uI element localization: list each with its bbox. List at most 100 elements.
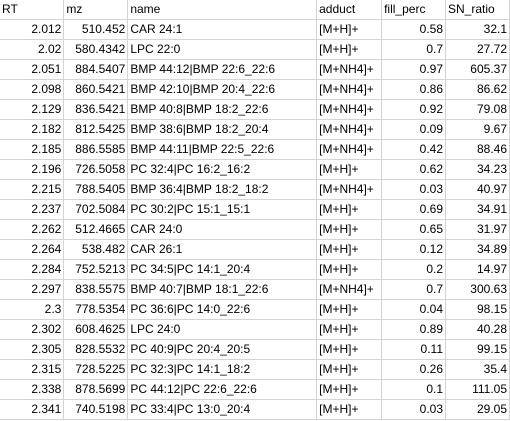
cell-adduct[interactable]: [M+NH4]+ (316, 139, 383, 160)
cell-sn-ratio[interactable]: 40.97 (445, 179, 510, 200)
cell-sn-ratio[interactable]: 27.72 (445, 39, 510, 60)
cell-adduct[interactable]: [M+H]+ (316, 319, 383, 340)
cell-rt[interactable]: 2.051 (0, 59, 65, 80)
cell-sn-ratio[interactable]: 99.15 (445, 339, 510, 360)
cell-adduct[interactable]: [M+NH4]+ (316, 179, 383, 200)
cell-name[interactable]: PC 33:4|PC 13:0_20:4 (127, 399, 318, 420)
cell-mz[interactable]: 878.5699 (63, 379, 129, 400)
cell-adduct[interactable]: [M+NH4]+ (316, 119, 383, 140)
column-header-name[interactable]: name (127, 0, 318, 20)
cell-rt[interactable]: 2.196 (0, 159, 65, 180)
cell-mz[interactable]: 512.4665 (63, 219, 129, 240)
cell-mz[interactable]: 812.5425 (63, 119, 129, 140)
cell-name[interactable]: PC 34:5|PC 14:1_20:4 (127, 259, 318, 280)
cell-adduct[interactable]: [M+NH4]+ (316, 99, 383, 120)
cell-mz[interactable]: 580.4342 (63, 39, 129, 60)
cell-name[interactable]: BMP 36:4|BMP 18:2_18:2 (127, 179, 318, 200)
cell-adduct[interactable]: [M+H]+ (316, 239, 383, 260)
cell-mz[interactable]: 740.5198 (63, 399, 129, 420)
cell-adduct[interactable]: [M+H]+ (316, 199, 383, 220)
cell-sn-ratio[interactable]: 34.23 (445, 159, 510, 180)
cell-adduct[interactable]: [M+H]+ (316, 339, 383, 360)
cell-mz[interactable]: 728.5225 (63, 359, 129, 380)
cell-sn-ratio[interactable]: 34.89 (445, 239, 510, 260)
cell-sn-ratio[interactable]: 300.63 (445, 279, 510, 300)
cell-fill-perc[interactable]: 0.7 (381, 39, 446, 60)
cell-rt[interactable]: 2.284 (0, 259, 65, 280)
cell-fill-perc[interactable]: 0.89 (381, 319, 446, 340)
cell-rt[interactable]: 2.012 (0, 19, 65, 40)
cell-sn-ratio[interactable]: 9.67 (445, 119, 510, 140)
cell-mz[interactable]: 836.5421 (63, 99, 129, 120)
cell-adduct[interactable]: [M+H]+ (316, 299, 383, 320)
cell-mz[interactable]: 726.5058 (63, 159, 129, 180)
cell-name[interactable]: PC 32:4|PC 16:2_16:2 (127, 159, 318, 180)
cell-rt[interactable]: 2.315 (0, 359, 65, 380)
cell-rt[interactable]: 2.185 (0, 139, 65, 160)
cell-adduct[interactable]: [M+H]+ (316, 39, 383, 60)
column-header-fill-perc[interactable]: fill_perc (381, 0, 446, 20)
cell-fill-perc[interactable]: 0.42 (381, 139, 446, 160)
cell-name[interactable]: PC 40:9|PC 20:4_20:5 (127, 339, 318, 360)
cell-sn-ratio[interactable]: 79.08 (445, 99, 510, 120)
cell-rt[interactable]: 2.305 (0, 339, 65, 360)
cell-fill-perc[interactable]: 0.58 (381, 19, 446, 40)
column-header-mz[interactable]: mz (63, 0, 129, 20)
cell-sn-ratio[interactable]: 86.62 (445, 79, 510, 100)
cell-name[interactable]: PC 30:2|PC 15:1_15:1 (127, 199, 318, 220)
cell-mz[interactable]: 538.482 (63, 239, 129, 260)
cell-fill-perc[interactable]: 0.1 (381, 379, 446, 400)
cell-fill-perc[interactable]: 0.03 (381, 399, 446, 420)
cell-sn-ratio[interactable]: 31.97 (445, 219, 510, 240)
cell-fill-perc[interactable]: 0.86 (381, 79, 446, 100)
cell-sn-ratio[interactable]: 29.05 (445, 399, 510, 420)
cell-rt[interactable]: 2.237 (0, 199, 65, 220)
cell-adduct[interactable]: [M+NH4]+ (316, 59, 383, 80)
cell-rt[interactable]: 2.129 (0, 99, 65, 120)
cell-sn-ratio[interactable]: 88.46 (445, 139, 510, 160)
cell-rt[interactable]: 2.182 (0, 119, 65, 140)
cell-fill-perc[interactable]: 0.11 (381, 339, 446, 360)
cell-name[interactable]: PC 44:12|PC 22:6_22:6 (127, 379, 318, 400)
cell-mz[interactable]: 884.5407 (63, 59, 129, 80)
cell-rt[interactable]: 2.302 (0, 319, 65, 340)
cell-name[interactable]: BMP 44:11|BMP 22:5_22:6 (127, 139, 318, 160)
cell-sn-ratio[interactable]: 605.37 (445, 59, 510, 80)
cell-fill-perc[interactable]: 0.12 (381, 239, 446, 260)
cell-rt[interactable]: 2.338 (0, 379, 65, 400)
cell-rt[interactable]: 2.264 (0, 239, 65, 260)
cell-rt[interactable]: 2.341 (0, 399, 65, 420)
cell-name[interactable]: CAR 24:0 (127, 219, 318, 240)
cell-name[interactable]: LPC 22:0 (127, 39, 318, 60)
cell-fill-perc[interactable]: 0.65 (381, 219, 446, 240)
cell-adduct[interactable]: [M+H]+ (316, 19, 383, 40)
cell-adduct[interactable]: [M+H]+ (316, 259, 383, 280)
cell-mz[interactable]: 788.5405 (63, 179, 129, 200)
cell-sn-ratio[interactable]: 35.4 (445, 359, 510, 380)
cell-name[interactable]: BMP 44:12|BMP 22:6_22:6 (127, 59, 318, 80)
cell-name[interactable]: BMP 38:6|BMP 18:2_20:4 (127, 119, 318, 140)
cell-mz[interactable]: 838.5575 (63, 279, 129, 300)
cell-sn-ratio[interactable]: 98.15 (445, 299, 510, 320)
cell-name[interactable]: LPC 24:0 (127, 319, 318, 340)
cell-fill-perc[interactable]: 0.2 (381, 259, 446, 280)
cell-mz[interactable]: 886.5585 (63, 139, 129, 160)
cell-fill-perc[interactable]: 0.69 (381, 199, 446, 220)
cell-name[interactable]: PC 36:6|PC 14:0_22:6 (127, 299, 318, 320)
cell-adduct[interactable]: [M+H]+ (316, 399, 383, 420)
cell-fill-perc[interactable]: 0.03 (381, 179, 446, 200)
cell-name[interactable]: PC 32:3|PC 14:1_18:2 (127, 359, 318, 380)
cell-fill-perc[interactable]: 0.09 (381, 119, 446, 140)
cell-fill-perc[interactable]: 0.62 (381, 159, 446, 180)
cell-sn-ratio[interactable]: 40.28 (445, 319, 510, 340)
cell-sn-ratio[interactable]: 34.91 (445, 199, 510, 220)
cell-sn-ratio[interactable]: 111.05 (445, 379, 510, 400)
cell-sn-ratio[interactable]: 14.97 (445, 259, 510, 280)
cell-fill-perc[interactable]: 0.7 (381, 279, 446, 300)
cell-adduct[interactable]: [M+H]+ (316, 219, 383, 240)
cell-sn-ratio[interactable]: 32.1 (445, 19, 510, 40)
cell-adduct[interactable]: [M+H]+ (316, 359, 383, 380)
cell-mz[interactable]: 510.452 (63, 19, 129, 40)
cell-rt[interactable]: 2.3 (0, 299, 65, 320)
cell-rt[interactable]: 2.098 (0, 79, 65, 100)
